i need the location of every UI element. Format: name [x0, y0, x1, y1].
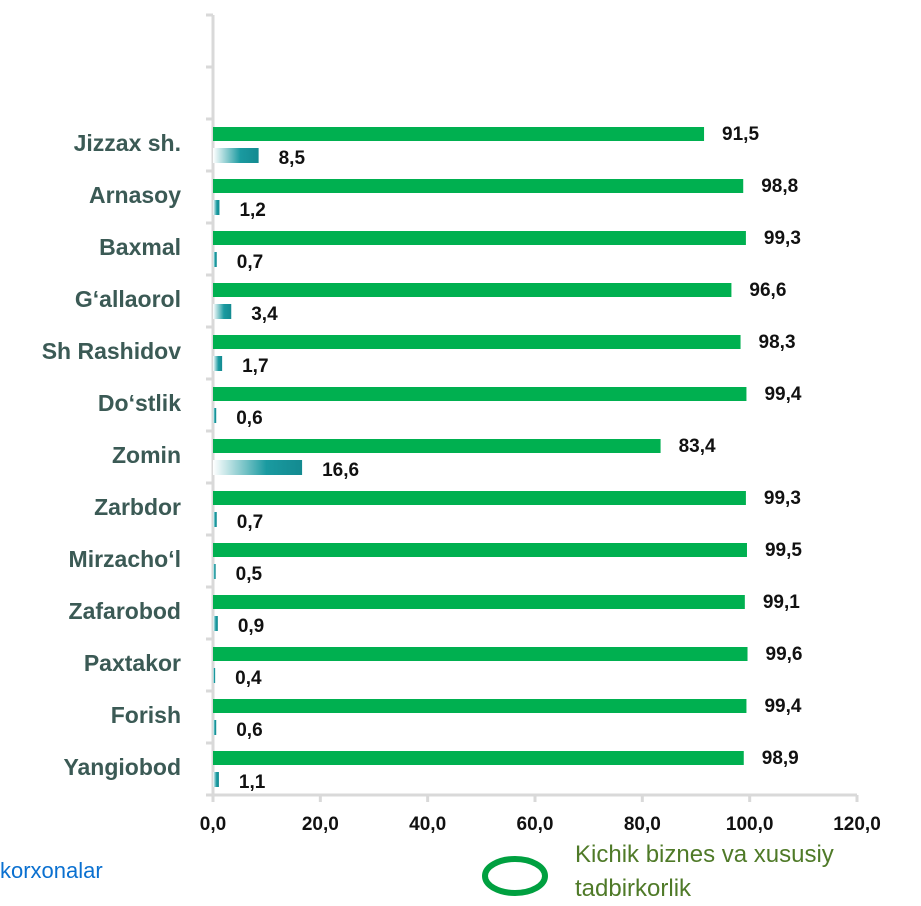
category-label: Paxtakor [84, 650, 181, 676]
category-label: Jizzax sh. [74, 130, 181, 156]
value-label: 99,6 [766, 644, 803, 665]
legend-entry: Kichik biznes va xususiy tadbirkorlik [575, 841, 834, 902]
legend-entry: korxonalar [0, 858, 103, 883]
category-label: Zafarobod [69, 598, 181, 624]
value-label: 0,7 [237, 512, 263, 533]
value-label: 0,6 [236, 720, 262, 741]
value-label: 3,4 [251, 304, 278, 325]
value-label: 91,5 [722, 124, 759, 145]
bar [213, 720, 217, 735]
category-label: G‘allaorol [75, 286, 181, 312]
value-label: 1,1 [239, 772, 266, 793]
value-label: 98,9 [762, 748, 799, 769]
x-tick-label: 40,0 [409, 814, 446, 835]
category-label: Yangiobod [63, 754, 181, 780]
bar [213, 699, 747, 713]
x-tick-label: 20,0 [302, 814, 339, 835]
bar [213, 491, 746, 505]
value-label: 99,4 [764, 696, 801, 717]
bar [213, 231, 746, 245]
bar [213, 460, 303, 475]
value-label: 99,1 [763, 592, 800, 613]
category-label: Forish [111, 702, 181, 728]
bar [213, 148, 259, 163]
bar [213, 283, 732, 297]
bar [213, 751, 744, 765]
value-label: 8,5 [279, 148, 306, 169]
category-label: Arnasoy [89, 182, 181, 208]
value-label: 0,6 [236, 408, 262, 429]
bar [213, 356, 223, 371]
value-label: 83,4 [679, 436, 716, 457]
bar [213, 647, 748, 661]
value-label: 99,3 [764, 228, 801, 249]
value-label: 1,7 [242, 356, 268, 377]
bar [213, 543, 747, 557]
bar [213, 668, 216, 683]
bar [213, 564, 216, 579]
category-label: Mirzacho‘l [69, 546, 181, 572]
category-label: Zomin [112, 442, 181, 468]
value-label: 98,3 [759, 332, 796, 353]
value-label: 0,7 [237, 252, 263, 273]
value-label: 99,3 [764, 488, 801, 509]
value-label: 0,9 [238, 616, 264, 637]
x-tick-label: 100,0 [726, 814, 774, 835]
value-label: 99,5 [765, 540, 802, 561]
bar [213, 200, 220, 215]
value-label: 0,4 [235, 668, 262, 689]
bar [213, 408, 217, 423]
x-tick-label: 80,0 [624, 814, 661, 835]
bar [213, 127, 705, 141]
bar [213, 616, 218, 631]
value-label: 98,8 [761, 176, 798, 197]
bar [213, 387, 747, 401]
category-label: Zarbdor [94, 494, 181, 520]
category-label: Baxmal [99, 234, 181, 260]
bar [213, 512, 217, 527]
category-label: Do‘stlik [98, 390, 181, 416]
category-label: Sh Rashidov [42, 338, 182, 364]
value-label: 0,5 [236, 564, 263, 585]
bar [213, 335, 741, 349]
bar [213, 772, 219, 787]
value-label: 16,6 [322, 460, 359, 481]
x-tick-label: 120,0 [833, 814, 881, 835]
value-label: 96,6 [749, 280, 786, 301]
value-label: 1,2 [239, 200, 265, 221]
x-tick-label: 60,0 [517, 814, 554, 835]
legend-swatch [482, 856, 548, 896]
bar [213, 439, 661, 453]
x-tick-label: 0,0 [200, 814, 226, 835]
bar [213, 179, 744, 193]
bar [213, 252, 217, 267]
value-label: 99,4 [764, 384, 801, 405]
bar [213, 304, 232, 319]
bar [213, 595, 745, 609]
